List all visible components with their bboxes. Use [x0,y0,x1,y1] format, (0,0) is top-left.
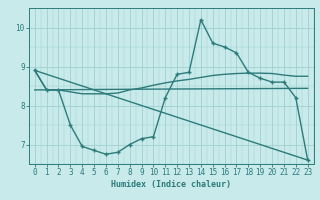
X-axis label: Humidex (Indice chaleur): Humidex (Indice chaleur) [111,180,231,189]
